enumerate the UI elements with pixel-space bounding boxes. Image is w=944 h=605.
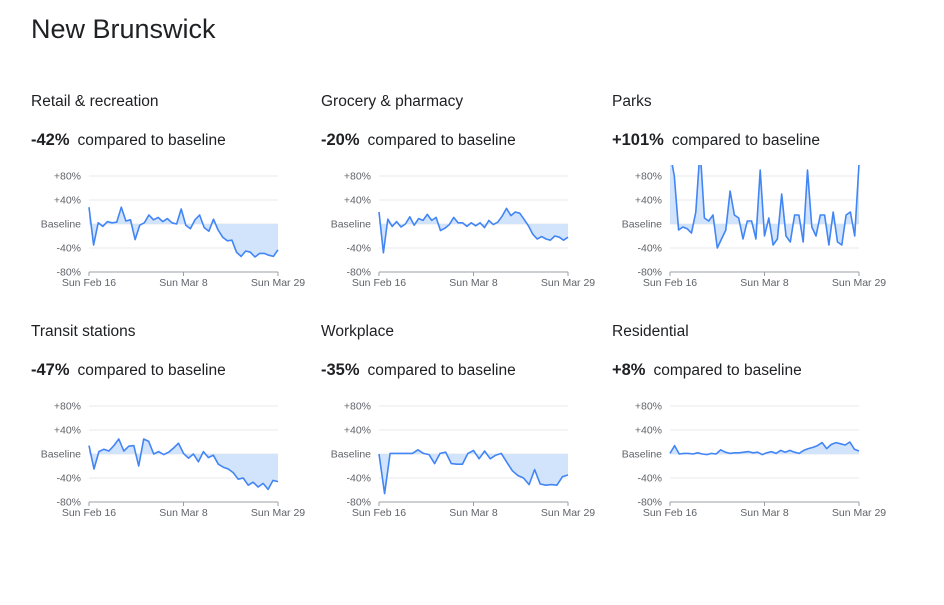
change-value: -47% [31,361,70,379]
y-tick-label: -40% [346,243,371,255]
series-line [88,206,279,258]
series-line [88,438,279,491]
chart-title: Grocery & pharmacy [321,93,464,110]
x-tick-label: Sun Mar 29 [832,277,886,289]
change-label: compared to baseline [671,132,821,149]
x-tick-label: Sun Mar 8 [449,277,498,289]
y-tick-label: +80% [344,401,371,413]
change-value: +101% [612,131,664,149]
y-tick-label: -80% [346,267,371,279]
y-tick-label: +40% [344,425,371,437]
x-tick-label: Sun Feb 16 [352,507,406,519]
line-chart: +80% +40% Baseline -40% -80%Sun Feb 16 Sun Ma… [622,165,886,289]
series-area [670,442,859,455]
y-tick-label: +40% [635,195,662,207]
y-tick-label: +40% [635,425,662,437]
x-tick-label: Sun Mar 29 [541,507,595,519]
y-tick-label: +40% [54,425,81,437]
change-summary: +8% compared to baseline [612,361,802,380]
chart-title: Residential [612,323,689,340]
chart-title: Transit stations [31,323,136,340]
page-title: New Brunswick [31,14,216,44]
change-label: compared to baseline [367,132,516,149]
x-tick-label: Sun Mar 29 [832,507,886,519]
series-area [89,439,278,490]
x-tick-label: Sun Feb 16 [62,277,116,289]
series-line [378,448,569,495]
y-tick-label: Baseline [622,449,662,461]
chart-title: Parks [612,93,652,110]
line-chart: +80% +40% Baseline -40% -80%Sun Feb 16 Sun Ma… [41,401,306,520]
y-tick-label: -40% [56,473,81,485]
chart-title: Workplace [321,323,394,340]
y-tick-label: Baseline [331,449,371,461]
series-line [669,441,860,456]
x-tick-label: Sun Feb 16 [62,507,116,519]
line-chart: +80% +40% Baseline -40% -80%Sun Feb 16 Sun Ma… [331,171,596,290]
x-tick-label: Sun Feb 16 [643,507,697,519]
change-label: compared to baseline [653,362,802,379]
y-tick-label: -40% [637,243,662,255]
change-summary: -20% compared to baseline [321,131,516,150]
change-label: compared to baseline [367,362,516,379]
y-tick-label: +80% [635,171,662,183]
series-line [671,165,860,249]
y-tick-label: -40% [637,473,662,485]
y-tick-label: -40% [56,243,81,255]
y-tick-label: Baseline [41,219,81,231]
y-tick-label: +80% [54,171,81,183]
y-tick-label: -80% [56,497,81,509]
change-summary: -42% compared to baseline [31,131,226,150]
series-line [378,207,569,254]
change-value: +8% [612,361,646,379]
x-tick-label: Sun Mar 8 [449,507,498,519]
series-area [379,449,568,494]
change-value: -35% [321,361,360,379]
x-tick-label: Sun Mar 29 [541,277,595,289]
change-summary: -35% compared to baseline [321,361,516,380]
chart-title: Retail & recreation [31,93,159,110]
y-tick-label: -40% [346,473,371,485]
y-tick-label: +40% [344,195,371,207]
change-summary: -47% compared to baseline [31,361,226,380]
y-tick-label: -80% [637,267,662,279]
series-area [670,165,859,248]
y-tick-label: +80% [635,401,662,413]
change-value: -20% [321,131,360,149]
x-tick-label: Sun Mar 29 [251,277,305,289]
chart-panel: Parks +101% compared to baseline +80% +40% Ba… [612,93,902,313]
line-chart: +80% +40% Baseline -40% -80%Sun Feb 16 Sun Ma… [622,401,887,520]
x-tick-label: Sun Mar 8 [159,507,208,519]
x-tick-label: Sun Mar 8 [159,277,208,289]
chart-panel: Retail & recreation -42% compared to basel… [31,93,321,313]
y-tick-label: Baseline [331,219,371,231]
change-label: compared to baseline [77,362,226,379]
x-tick-label: Sun Mar 8 [740,277,789,289]
y-tick-label: Baseline [622,219,662,231]
series-area [379,208,568,253]
chart-panel: Workplace -35% compared to baseline +80% +40… [321,323,611,543]
chart-panel: Residential +8% compared to baseline +80% +4… [612,323,902,543]
y-tick-label: -80% [346,497,371,509]
y-tick-label: -80% [56,267,81,279]
chart-panel: Grocery & pharmacy -20% compared to baseli… [321,93,611,313]
x-tick-label: Sun Feb 16 [643,277,697,289]
y-tick-label: +40% [54,195,81,207]
y-tick-label: Baseline [41,449,81,461]
x-tick-label: Sun Mar 8 [740,507,789,519]
line-chart: +80% +40% Baseline -40% -80%Sun Feb 16 Sun Ma… [331,401,596,520]
y-tick-label: -80% [637,497,662,509]
y-tick-label: +80% [54,401,81,413]
x-tick-label: Sun Mar 29 [251,507,305,519]
change-summary: +101% compared to baseline [612,131,820,150]
change-label: compared to baseline [77,132,226,149]
y-tick-label: +80% [344,171,371,183]
line-chart: +80% +40% Baseline -40% -80%Sun Feb 16 Sun Ma… [41,171,306,290]
chart-panel: Transit stations -47% compared to baseline… [31,323,321,543]
x-tick-label: Sun Feb 16 [352,277,406,289]
change-value: -42% [31,131,70,149]
